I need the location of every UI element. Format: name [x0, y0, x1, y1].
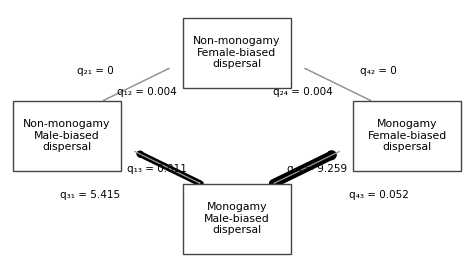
Text: q₄₂ = 0: q₄₂ = 0 — [360, 66, 397, 76]
Text: q₃₄ = 9.259: q₃₄ = 9.259 — [287, 164, 347, 174]
Text: q₁₂ = 0.004: q₁₂ = 0.004 — [118, 87, 177, 97]
FancyBboxPatch shape — [12, 101, 121, 171]
Text: Non-monogamy
Female-biased
dispersal: Non-monogamy Female-biased dispersal — [193, 36, 281, 69]
FancyBboxPatch shape — [182, 184, 292, 254]
Text: Monogamy
Female-biased
dispersal: Monogamy Female-biased dispersal — [367, 119, 447, 152]
Text: q₁₃ = 0.011: q₁₃ = 0.011 — [127, 164, 187, 174]
FancyBboxPatch shape — [353, 101, 462, 171]
Text: q₃₁ = 5.415: q₃₁ = 5.415 — [60, 191, 120, 200]
Text: Non-monogamy
Male-biased
dispersal: Non-monogamy Male-biased dispersal — [23, 119, 110, 152]
Text: q₂₁ = 0: q₂₁ = 0 — [77, 66, 114, 76]
Text: Monogamy
Male-biased
dispersal: Monogamy Male-biased dispersal — [204, 202, 270, 235]
FancyBboxPatch shape — [182, 17, 292, 88]
Text: q₂₄ = 0.004: q₂₄ = 0.004 — [273, 87, 333, 97]
Text: q₄₃ = 0.052: q₄₃ = 0.052 — [349, 191, 409, 200]
